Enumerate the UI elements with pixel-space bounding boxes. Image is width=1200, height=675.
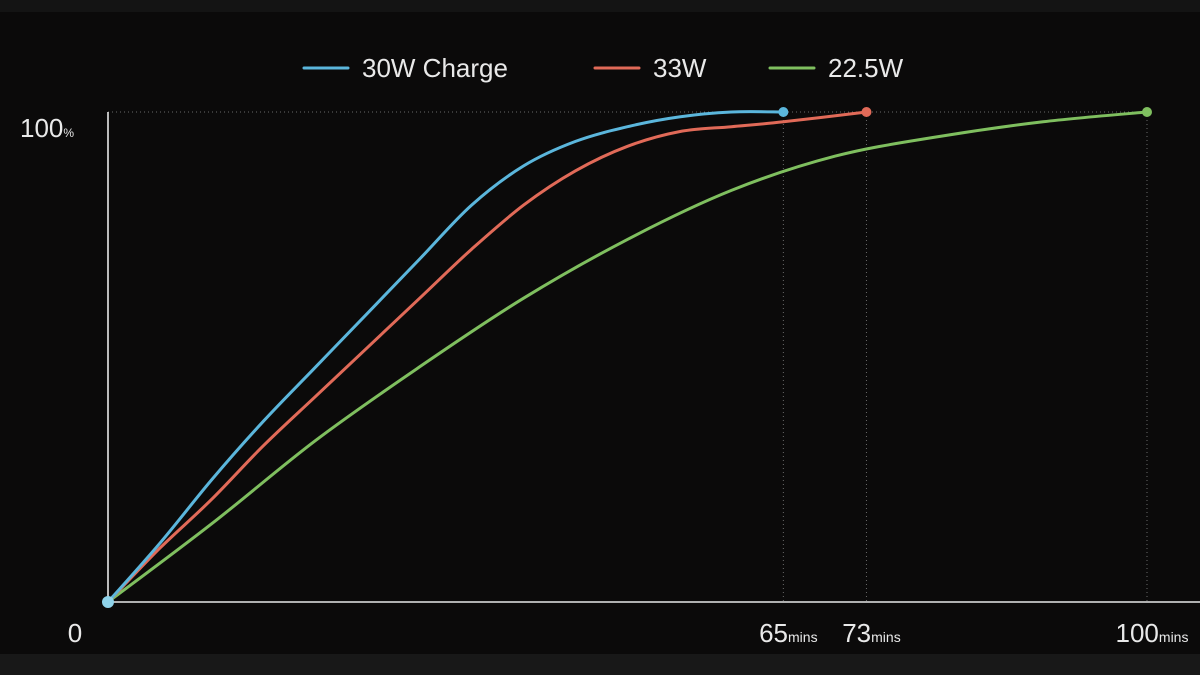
legend-label-33w: 33W <box>653 53 707 83</box>
y-tick-unit: % <box>63 126 74 140</box>
y-tick-label-0: 0 <box>68 618 82 648</box>
tick-labels: 0 100% 65mins 73mins 100mins <box>20 113 1188 648</box>
legend-label-30w-charge: 30W Charge <box>362 53 508 83</box>
origin-marker <box>102 596 114 608</box>
top-border-band <box>0 0 1200 12</box>
end-markers <box>102 107 1152 608</box>
end-marker-22-5w <box>1142 107 1152 117</box>
x-tick-label-100: 100mins <box>1116 618 1189 648</box>
series-line-33w <box>106 110 868 604</box>
guide-lines <box>108 111 1148 602</box>
x-tick-unit: mins <box>788 629 818 645</box>
series-lines <box>106 110 1149 604</box>
bottom-border-band <box>0 654 1200 675</box>
end-marker-30w-charge <box>778 107 789 117</box>
x-tick-label-73: 73mins <box>842 618 900 648</box>
series-line-22-5w <box>106 110 1149 604</box>
axes <box>107 112 1200 603</box>
x-tick-unit: mins <box>1159 629 1189 645</box>
x-tick-label-65: 65mins <box>759 618 817 648</box>
end-marker-33w <box>861 107 872 117</box>
series-line-30w-charge <box>106 110 785 604</box>
y-tick-label-100: 100% <box>20 113 74 143</box>
legend: 30W Charge 33W 22.5W <box>302 53 904 83</box>
legend-label-22-5w: 22.5W <box>828 53 904 83</box>
x-tick-unit: mins <box>871 629 901 645</box>
